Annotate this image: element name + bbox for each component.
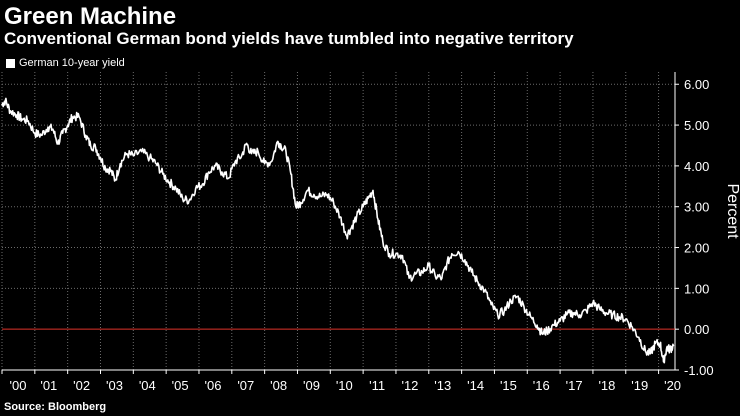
x-tick-label: '02	[73, 378, 90, 393]
source-note: Source: Bloomberg	[4, 401, 107, 413]
y-tick-label: 1.00	[684, 281, 709, 296]
x-tick-label: '07	[237, 378, 254, 393]
x-tick-label: '03	[106, 378, 123, 393]
legend-label: German 10-year yield	[19, 57, 125, 69]
legend-swatch	[6, 58, 15, 68]
x-tick-label: '04	[139, 378, 156, 393]
y-tick-label: 4.00	[684, 159, 709, 174]
x-tick-label: '18	[598, 378, 615, 393]
y-tick-label: 3.00	[684, 200, 709, 215]
x-tick-label: '12	[401, 378, 418, 393]
x-tick-label: '16	[533, 378, 550, 393]
y-tick-label: 5.00	[684, 118, 709, 133]
x-tick-label: '08	[270, 378, 287, 393]
y-tick-label: -1.00	[684, 363, 714, 378]
x-tick-label: '00	[10, 378, 27, 393]
x-tick-label: '17	[566, 378, 583, 393]
x-tick-label: '14	[467, 378, 484, 393]
y-tick-label: 0.00	[684, 322, 709, 337]
x-tick-label: '11	[369, 378, 385, 393]
y-tick-label: 2.00	[684, 241, 709, 256]
x-tick-label: '01	[40, 378, 57, 393]
x-tick-label: '20	[664, 378, 681, 393]
x-tick-label: '19	[631, 378, 648, 393]
chart-title: Green Machine	[4, 3, 177, 30]
x-tick-label: '09	[303, 378, 320, 393]
series-line-german-10y	[1, 97, 675, 364]
x-tick-label: '10	[336, 378, 353, 393]
x-tick-label: '05	[172, 378, 189, 393]
x-tick-label: '06	[204, 378, 221, 393]
legend: German 10-year yield	[6, 57, 125, 69]
x-tick-label: '13	[434, 378, 451, 393]
x-tick-label: '15	[500, 378, 517, 393]
y-axis-title: Percent	[724, 183, 740, 239]
chart-subtitle: Conventional German bond yields have tum…	[4, 29, 574, 48]
y-tick-label: 6.00	[684, 77, 709, 92]
